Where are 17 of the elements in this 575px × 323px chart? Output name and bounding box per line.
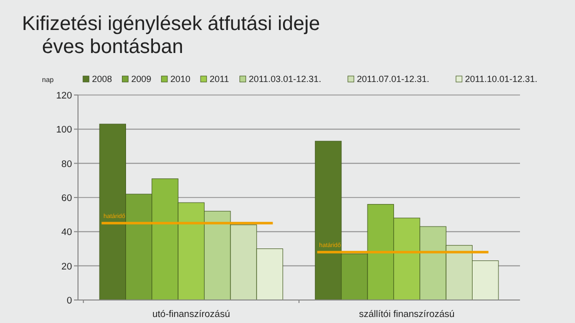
y-tick-label: 100: [56, 124, 72, 136]
y-tick-label: 80: [61, 158, 72, 170]
legend-label: 2011.07.01-12.31.: [356, 74, 430, 84]
y-tick-label: 0: [66, 296, 72, 306]
y-tick-label: 60: [61, 193, 72, 204]
legend-label: 2009: [131, 74, 152, 84]
y-tick-label: 40: [61, 227, 72, 238]
y-tick-label: 20: [61, 261, 72, 272]
legend-label: 2011: [210, 74, 229, 84]
chart-title: Kifizetési igénylések átfutási ideje éves bontásban: [22, 13, 320, 58]
legend-label: 2010: [170, 74, 190, 84]
y-tick-label: 120: [56, 90, 72, 102]
legend-label: 2008: [92, 74, 112, 84]
legend-label: 2011.10.01-12.31.: [465, 74, 538, 84]
legend-label: 2011.03.01-12.31.: [248, 74, 322, 84]
x-tick-label: utó-finanszírozású: [152, 309, 230, 320]
x-tick-label: szállítói finanszírozású: [359, 309, 455, 320]
